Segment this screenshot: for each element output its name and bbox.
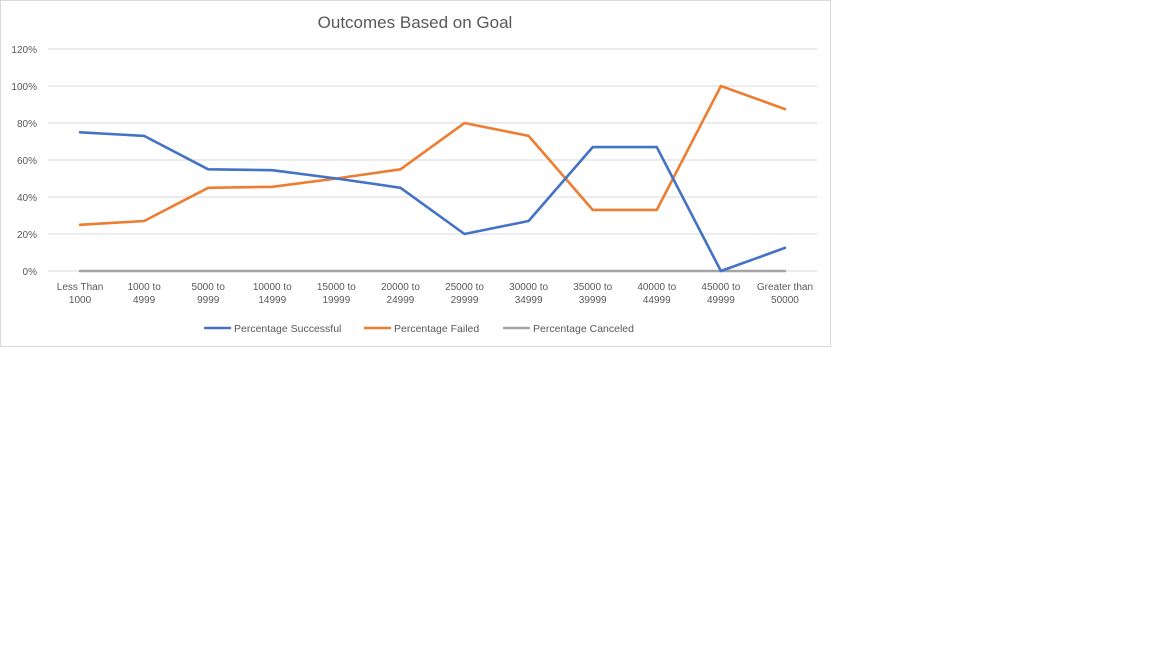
legend: Percentage Successful Percentage Failed Pe… [204,323,634,335]
line-chart: Outcomes Based on Goal 0% 20% 40% 60% 80% 100… [11,13,817,335]
y-axis-tick-labels: 0% 20% 40% 60% 80% 100% 120% [11,45,37,278]
x-tick-label: 15000 to 19999 [317,282,356,306]
x-tick-label: 5000 to 9999 [192,282,226,306]
x-tick-label: 10000 to 14999 [253,282,292,306]
x-tick-label: 45000 to 49999 [701,282,740,306]
y-tick-label: 60% [17,156,37,167]
x-tick-label: 20000 to 24999 [381,282,420,306]
series-lines [78,84,787,273]
legend-label: Percentage Canceled [533,323,634,335]
series-line-percentage-failed [78,84,787,227]
series-line-percentage-successful [78,131,787,273]
gridlines [48,48,817,272]
x-axis-tick-labels: Less Than 1000 1000 to 4999 5000 to 9999 10000… [57,282,813,306]
y-tick-label: 100% [11,82,37,93]
y-tick-label: 20% [17,230,37,241]
y-tick-label: 40% [17,193,37,204]
x-tick-label: Greater than 50000 [757,282,813,306]
y-tick-label: 0% [23,267,38,278]
chart-container: Outcomes Based on Goal 0% 20% 40% 60% 80% 100… [0,0,831,347]
x-tick-label: 35000 to 39999 [573,282,612,306]
legend-label: Percentage Failed [394,323,479,335]
x-tick-label: 1000 to 4999 [127,282,161,306]
x-tick-label: 40000 to 44999 [637,282,676,306]
x-tick-label: 30000 to 34999 [509,282,548,306]
legend-label: Percentage Successful [234,323,341,335]
y-tick-label: 80% [17,119,37,130]
x-tick-label: 25000 to 29999 [445,282,484,306]
chart-title: Outcomes Based on Goal [318,13,513,32]
y-tick-label: 120% [11,45,37,56]
x-tick-label: Less Than 1000 [57,282,104,306]
